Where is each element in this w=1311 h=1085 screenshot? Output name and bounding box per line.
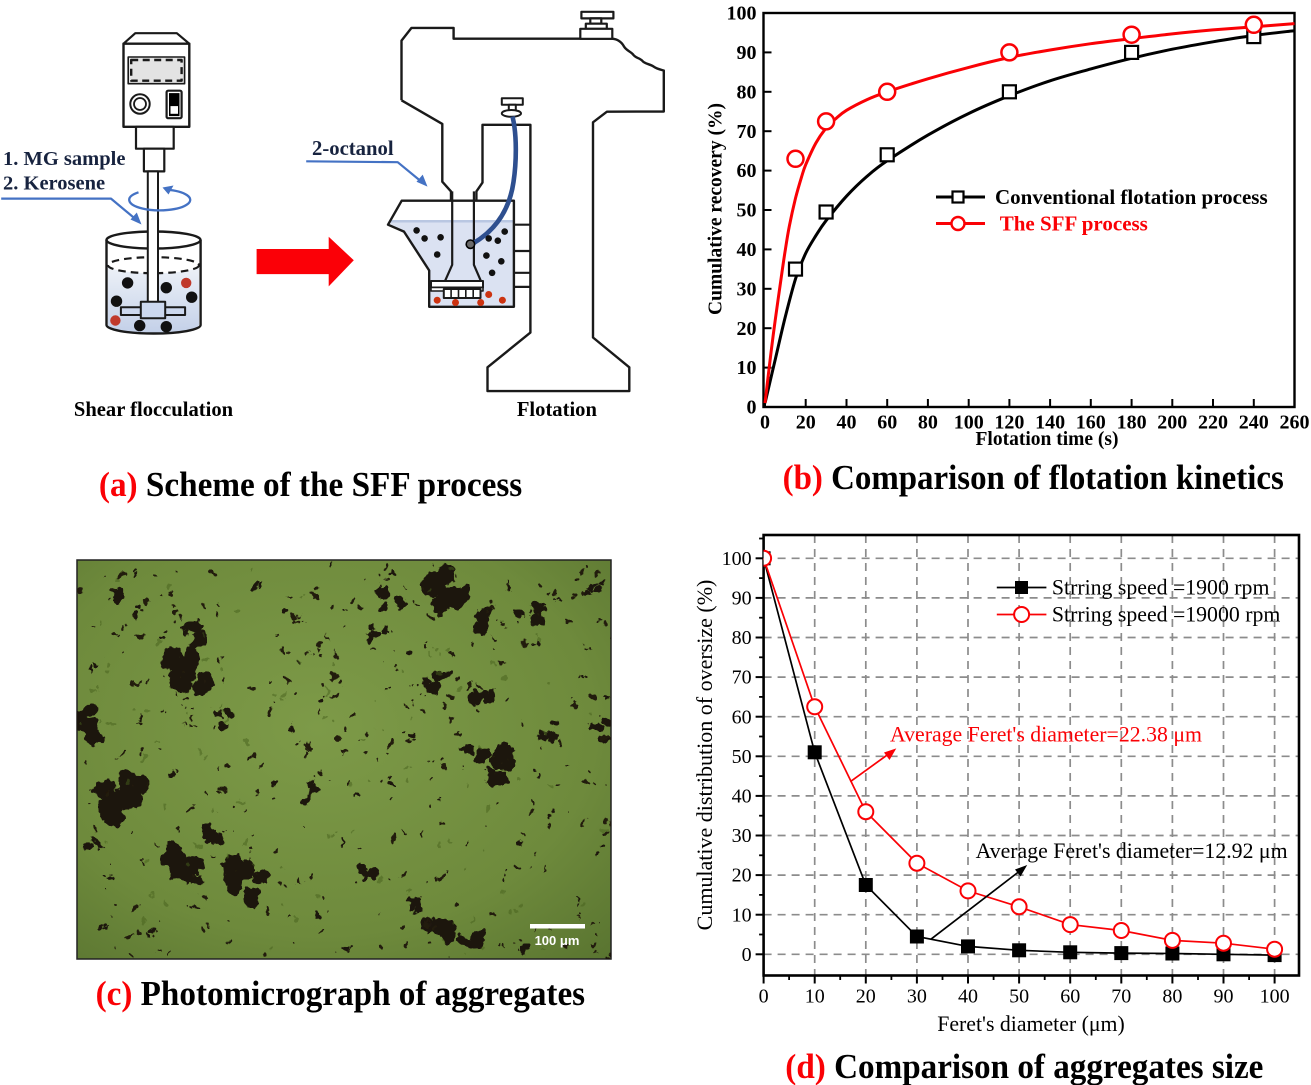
svg-text:100 μm: 100 μm xyxy=(535,933,580,948)
svg-text:90: 90 xyxy=(737,42,757,64)
svg-text:70: 70 xyxy=(732,667,752,689)
svg-text:100: 100 xyxy=(727,3,757,25)
svg-text:Strring speed =19000 rpm: Strring speed =19000 rpm xyxy=(1052,603,1280,627)
svg-text:(b) Comparison of flotation ki: (b) Comparison of flotation kinetics xyxy=(783,459,1284,497)
svg-text:0: 0 xyxy=(760,412,770,434)
svg-text:Flotation: Flotation xyxy=(517,399,598,421)
svg-text:40: 40 xyxy=(958,986,978,1008)
svg-text:The SFF process: The SFF process xyxy=(1000,212,1148,236)
svg-text:2-octanol: 2-octanol xyxy=(312,138,394,160)
svg-text:Cumulative recovery (%): Cumulative recovery (%) xyxy=(706,103,727,315)
svg-text:Average Feret's diameter=12.92: Average Feret's diameter=12.92 μm xyxy=(976,839,1288,863)
svg-text:260: 260 xyxy=(1280,412,1310,434)
svg-text:60: 60 xyxy=(737,160,757,182)
svg-text:100: 100 xyxy=(954,412,984,434)
svg-text:40: 40 xyxy=(732,786,752,808)
svg-text:Strring speed =1900 rpm: Strring speed =1900 rpm xyxy=(1052,576,1270,600)
svg-text:10: 10 xyxy=(732,904,752,926)
svg-text:Conventional flotation process: Conventional flotation process xyxy=(995,185,1268,209)
svg-text:20: 20 xyxy=(737,318,757,340)
svg-text:20: 20 xyxy=(732,865,752,887)
svg-text:40: 40 xyxy=(837,412,857,434)
svg-text:80: 80 xyxy=(1162,986,1182,1008)
svg-text:30: 30 xyxy=(732,825,752,847)
svg-text:200: 200 xyxy=(1157,412,1187,434)
svg-text:Flotation time (s): Flotation time (s) xyxy=(976,429,1119,450)
svg-text:80: 80 xyxy=(732,627,752,649)
svg-text:Cumulative distribution of ove: Cumulative distribution of oversize (%) xyxy=(692,580,717,931)
svg-text:40: 40 xyxy=(737,239,757,261)
svg-text:70: 70 xyxy=(737,121,757,143)
svg-text:80: 80 xyxy=(737,81,757,103)
svg-text:30: 30 xyxy=(907,986,927,1008)
svg-text:80: 80 xyxy=(918,412,938,434)
svg-text:60: 60 xyxy=(877,412,897,434)
svg-text:(d) Comparison of aggregates s: (d) Comparison of aggregates size xyxy=(785,1048,1263,1085)
svg-text:60: 60 xyxy=(1060,986,1080,1008)
svg-text:90: 90 xyxy=(732,588,752,610)
svg-text:220: 220 xyxy=(1198,412,1228,434)
svg-text:60: 60 xyxy=(732,706,752,728)
svg-text:Average Feret's diameter=22.38: Average Feret's diameter=22.38 μm xyxy=(890,723,1202,747)
svg-text:30: 30 xyxy=(737,278,757,300)
svg-text:1. MG sample: 1. MG sample xyxy=(3,148,125,170)
svg-text:180: 180 xyxy=(1117,412,1147,434)
svg-text:(c) Photomicrograph of aggrega: (c) Photomicrograph of aggregates xyxy=(96,975,585,1013)
svg-text:240: 240 xyxy=(1239,412,1269,434)
svg-text:0: 0 xyxy=(747,397,757,419)
svg-text:70: 70 xyxy=(1111,986,1131,1008)
svg-text:0: 0 xyxy=(759,986,769,1008)
svg-text:0: 0 xyxy=(742,944,752,966)
svg-text:10: 10 xyxy=(805,986,825,1008)
svg-text:20: 20 xyxy=(856,986,876,1008)
svg-text:20: 20 xyxy=(796,412,816,434)
svg-text:Shear flocculation: Shear flocculation xyxy=(74,399,234,421)
svg-text:50: 50 xyxy=(732,746,752,768)
svg-text:140: 140 xyxy=(1035,412,1065,434)
svg-text:10: 10 xyxy=(737,357,757,379)
svg-text:(a) Scheme of the SFF process: (a) Scheme of the SFF process xyxy=(99,466,522,504)
svg-text:90: 90 xyxy=(1214,986,1234,1008)
svg-text:120: 120 xyxy=(994,412,1024,434)
svg-text:100: 100 xyxy=(1260,986,1290,1008)
svg-text:100: 100 xyxy=(722,548,752,570)
svg-text:50: 50 xyxy=(1009,986,1029,1008)
svg-text:2. Kerosene: 2. Kerosene xyxy=(3,172,105,194)
svg-text:50: 50 xyxy=(737,200,757,222)
svg-text:160: 160 xyxy=(1076,412,1106,434)
svg-text:Feret's diameter (μm): Feret's diameter (μm) xyxy=(937,1012,1125,1036)
